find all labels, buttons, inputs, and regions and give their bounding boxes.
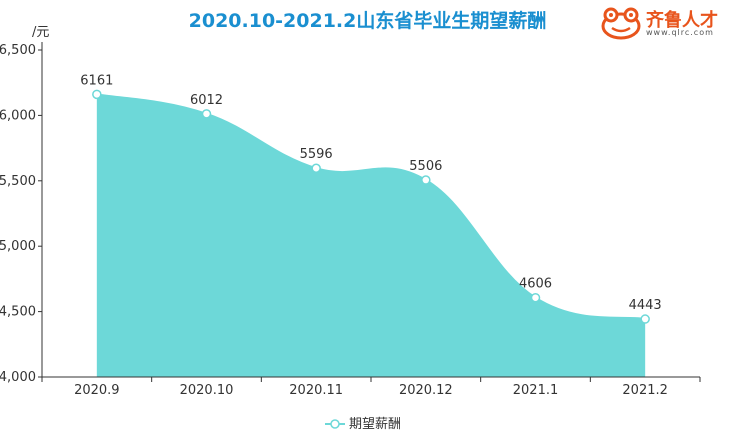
data-point: [421, 175, 431, 185]
data-label: 4443: [629, 298, 662, 313]
y-tick-label: 4,500: [0, 305, 36, 320]
y-tick-label: 6,000: [0, 108, 36, 123]
x-tick-label: 2020.9: [74, 383, 120, 398]
data-label: 6012: [190, 93, 223, 108]
logo-name: 齐鲁人才: [646, 10, 718, 31]
frog-logo-icon: [601, 7, 641, 40]
brand-logo: 齐鲁人才 www.qlrc.com: [600, 6, 730, 42]
data-point: [530, 292, 541, 303]
legend-marker: [330, 419, 340, 429]
chart-title: 2020.10-2021.2山东省毕业生期望薪酬: [188, 10, 547, 32]
data-label: 6161: [80, 73, 113, 88]
x-tick-label: 2020.11: [289, 383, 343, 398]
plot-area: 4,000 4,500 5,000 5,500 6,000 6,500/元 2020.9 20…: [0, 25, 701, 432]
y-tick-label: 6,500: [0, 43, 36, 58]
y-tick-label: 5,500: [0, 174, 36, 189]
x-tick-label: 2021.1: [513, 383, 559, 398]
legend-label: 期望薪酬: [349, 416, 401, 432]
y-tick-label: 5,000: [0, 239, 36, 254]
data-point: [311, 163, 321, 173]
logo-url: www.qlrc.com: [646, 28, 714, 37]
data-point: [640, 314, 650, 324]
data-label: 5596: [300, 147, 333, 162]
data-label: 4606: [519, 277, 552, 292]
y-axis-label: /元: [32, 25, 49, 40]
data-label: 5506: [409, 159, 442, 174]
y-tick-label: 4,000: [0, 370, 36, 385]
data-point: [201, 109, 212, 119]
x-tick-label: 2021.2: [622, 383, 668, 398]
data-point: [92, 89, 102, 100]
x-tick-label: 2020.10: [180, 383, 234, 398]
x-tick-label: 2020.12: [399, 383, 453, 398]
series-area-fill: [96, 94, 646, 378]
